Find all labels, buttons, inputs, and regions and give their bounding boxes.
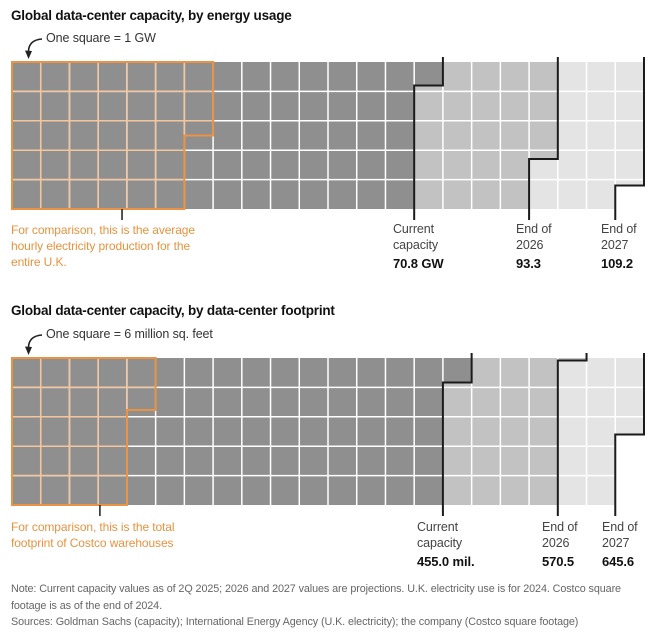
label-value: 70.8 GW: [393, 256, 444, 271]
label-value: 645.6: [602, 554, 635, 569]
chart2-square-legend: One square = 6 million sq. feet: [46, 327, 213, 341]
chart1-waffle-grid: [11, 57, 645, 220]
label-line: Current: [393, 222, 434, 236]
label-value: 93.3: [516, 256, 541, 271]
chart1-label-2026: End of 2026 93.3: [516, 221, 552, 272]
chart2-title: Global data-center capacity, by data-cen…: [11, 303, 335, 318]
curved-arrow-icon: [25, 38, 43, 59]
label-line: End of: [542, 520, 578, 534]
label-line: End of: [601, 222, 637, 236]
sources-text: Sources: Goldman Sachs (capacity); Inter…: [11, 616, 579, 628]
step-line-end-2026: [528, 57, 559, 220]
comparison-outline: [11, 357, 157, 506]
label-value: 570.5: [542, 554, 575, 569]
note-text: Note: Current capacity values as of 2Q 2…: [11, 583, 621, 612]
step-line-end-2027: [614, 353, 645, 516]
label-line: End of: [602, 520, 638, 534]
chart1-title: Global data-center capacity, by energy u…: [11, 8, 292, 23]
chart2-label-2027: End of 2027 645.6: [602, 519, 638, 570]
step-line-end-2026: [556, 353, 588, 516]
label-line: 2027: [601, 238, 629, 252]
label-line: capacity: [393, 238, 439, 252]
step-line-current: [413, 57, 444, 220]
label-line: Current: [417, 520, 458, 534]
label-line: capacity: [417, 536, 463, 550]
chart2-waffle-grid: [11, 353, 645, 516]
label-line: 2026: [516, 238, 544, 252]
chart2-label-2026: End of 2026 570.5: [542, 519, 578, 570]
footnotes: Note: Current capacity values as of 2Q 2…: [11, 581, 659, 631]
label-line: End of: [516, 222, 552, 236]
chart1-label-2027: End of 2027 109.2: [601, 221, 637, 272]
label-value: 109.2: [601, 256, 634, 271]
label-value: 455.0 mil.: [417, 554, 475, 569]
comparison-outline: [11, 61, 215, 210]
curved-arrow-icon: [25, 334, 43, 355]
fill-current: [12, 62, 443, 209]
chart2-comparison-caption: For comparison, this is the total footpr…: [11, 520, 175, 550]
label-line: 2027: [602, 536, 630, 550]
comparison-grid-lines: [12, 62, 214, 209]
step-line-current: [441, 353, 473, 516]
chart1-label-current: Current capacity 70.8 GW: [393, 221, 444, 272]
chart1-square-legend: One square = 1 GW: [46, 31, 156, 45]
label-line: 2026: [542, 536, 570, 550]
step-line-end-2027: [614, 57, 645, 220]
chart1-comparison-caption: For comparison, this is the average hour…: [11, 223, 195, 269]
chart2-label-current: Current capacity 455.0 mil.: [417, 519, 475, 570]
